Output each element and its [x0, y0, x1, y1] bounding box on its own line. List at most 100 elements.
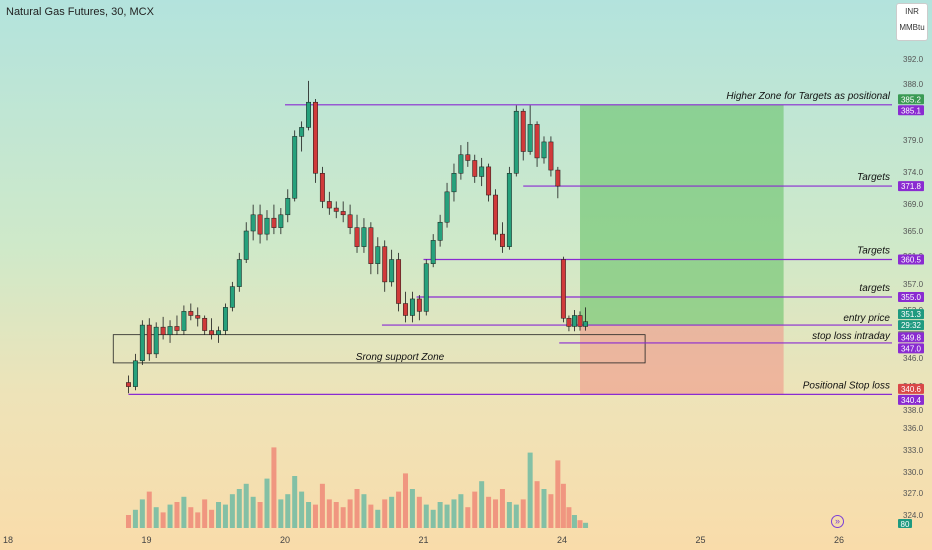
candle-body[interactable] — [403, 303, 408, 316]
candle-body[interactable] — [250, 214, 256, 232]
y-tick-label: 338.0 — [903, 406, 924, 415]
candle-body[interactable] — [340, 211, 346, 216]
candle-body[interactable] — [222, 307, 228, 331]
volume-bar — [577, 520, 583, 528]
candle-body[interactable] — [416, 298, 422, 312]
volume-bar — [354, 489, 360, 528]
price-tag — [898, 292, 924, 302]
candle-body[interactable] — [444, 191, 450, 223]
volume-bar — [326, 499, 332, 528]
volume-bar — [444, 504, 450, 528]
candle-body[interactable] — [548, 141, 554, 171]
candle-body[interactable] — [534, 124, 540, 159]
candle-body[interactable] — [257, 214, 263, 235]
candle-body[interactable] — [566, 317, 572, 327]
candle-body[interactable] — [181, 311, 187, 331]
price-tag — [898, 105, 924, 116]
candle-body[interactable] — [236, 259, 242, 287]
volume-bar — [125, 515, 131, 528]
candle-body[interactable] — [375, 246, 381, 264]
candle-body[interactable] — [361, 227, 367, 247]
candle-body[interactable] — [153, 326, 159, 355]
candle-body[interactable] — [319, 173, 325, 202]
price-tag-label: 360.5 — [901, 256, 922, 265]
volume-bar — [271, 447, 277, 528]
candle-body[interactable] — [354, 227, 360, 247]
candle-body[interactable] — [132, 360, 138, 387]
candle-body[interactable] — [209, 330, 215, 335]
candle-body[interactable] — [126, 382, 131, 387]
candle-body[interactable] — [583, 321, 588, 327]
candle-body[interactable] — [139, 324, 145, 362]
candle-body[interactable] — [506, 173, 512, 247]
candle-body[interactable] — [396, 259, 402, 304]
volume-bar — [541, 489, 547, 528]
candle-body[interactable] — [292, 136, 298, 199]
price-tag-label: 29:32 — [901, 321, 922, 330]
volume-bar — [458, 494, 464, 528]
candle-body[interactable] — [520, 110, 526, 152]
volume-bar — [560, 483, 566, 528]
volume-bar — [566, 507, 572, 528]
candle-body[interactable] — [299, 127, 305, 137]
candle-body[interactable] — [160, 326, 166, 335]
candle-body[interactable] — [493, 194, 498, 235]
volume-bar — [571, 515, 577, 528]
candle-body[interactable] — [216, 330, 221, 335]
volume-bar — [146, 491, 152, 528]
candle-body[interactable] — [202, 317, 208, 331]
volume-bar — [209, 509, 215, 528]
candle-body[interactable] — [195, 315, 201, 319]
candle-body[interactable] — [479, 166, 485, 177]
profit-zone — [580, 104, 784, 326]
candle-body[interactable] — [167, 326, 173, 335]
unit-selector[interactable]: INR MMBtu — [896, 3, 928, 41]
price-tag — [898, 254, 924, 265]
candle-body[interactable] — [389, 259, 395, 283]
candle-body[interactable] — [347, 214, 353, 228]
candle-body[interactable] — [368, 227, 374, 264]
candle-body[interactable] — [313, 101, 318, 174]
candle-body[interactable] — [326, 201, 332, 209]
level-label: Targets — [857, 172, 890, 183]
volume-bar — [527, 452, 533, 528]
candle-body[interactable] — [229, 286, 235, 308]
price-tag — [898, 181, 924, 192]
candle-body[interactable] — [486, 166, 492, 196]
candle-body[interactable] — [430, 240, 436, 264]
candle-body[interactable] — [306, 101, 311, 128]
candle-body[interactable] — [560, 259, 566, 319]
candle-body[interactable] — [527, 124, 533, 152]
candle-body[interactable] — [382, 246, 388, 283]
candle-body[interactable] — [513, 110, 519, 174]
candle-body[interactable] — [572, 315, 577, 327]
candle-body[interactable] — [271, 217, 277, 228]
candle-body[interactable] — [409, 298, 415, 316]
candle-body[interactable] — [472, 160, 478, 177]
y-tick-label: 327.0 — [903, 489, 924, 498]
candle-body[interactable] — [278, 214, 284, 228]
price-tag-label: 355.0 — [901, 293, 922, 302]
candle-body[interactable] — [451, 173, 457, 193]
candle-body[interactable] — [541, 141, 547, 159]
x-tick-label: 21 — [418, 535, 428, 545]
candle-body[interactable] — [458, 154, 464, 174]
candle-body[interactable] — [264, 217, 270, 235]
compare-icon[interactable]: » — [831, 515, 844, 528]
candle-body[interactable] — [243, 230, 249, 260]
candle-body[interactable] — [174, 326, 180, 331]
candle-body[interactable] — [555, 169, 561, 187]
candle-body[interactable] — [423, 263, 429, 312]
candle-body[interactable] — [577, 315, 583, 327]
candle-body[interactable] — [465, 154, 471, 161]
candle-body[interactable] — [285, 197, 291, 216]
volume-bar — [583, 522, 589, 528]
volume-bar — [229, 494, 235, 528]
candle-body[interactable] — [499, 233, 505, 247]
candle-body[interactable] — [188, 311, 194, 316]
candle-body[interactable] — [333, 207, 339, 212]
candle-body[interactable] — [437, 221, 443, 241]
price-tag — [898, 394, 924, 405]
candle-body[interactable] — [146, 324, 152, 355]
